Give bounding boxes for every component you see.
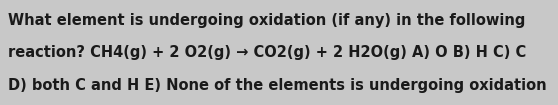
- Text: D) both C and H E) None of the elements is undergoing oxidation: D) both C and H E) None of the elements …: [8, 78, 547, 93]
- Text: reaction? CH4(g) + 2 O2(g) → CO2(g) + 2 H2O(g) A) O B) H C) C: reaction? CH4(g) + 2 O2(g) → CO2(g) + 2 …: [8, 45, 527, 60]
- Text: What element is undergoing oxidation (if any) in the following: What element is undergoing oxidation (if…: [8, 13, 526, 28]
